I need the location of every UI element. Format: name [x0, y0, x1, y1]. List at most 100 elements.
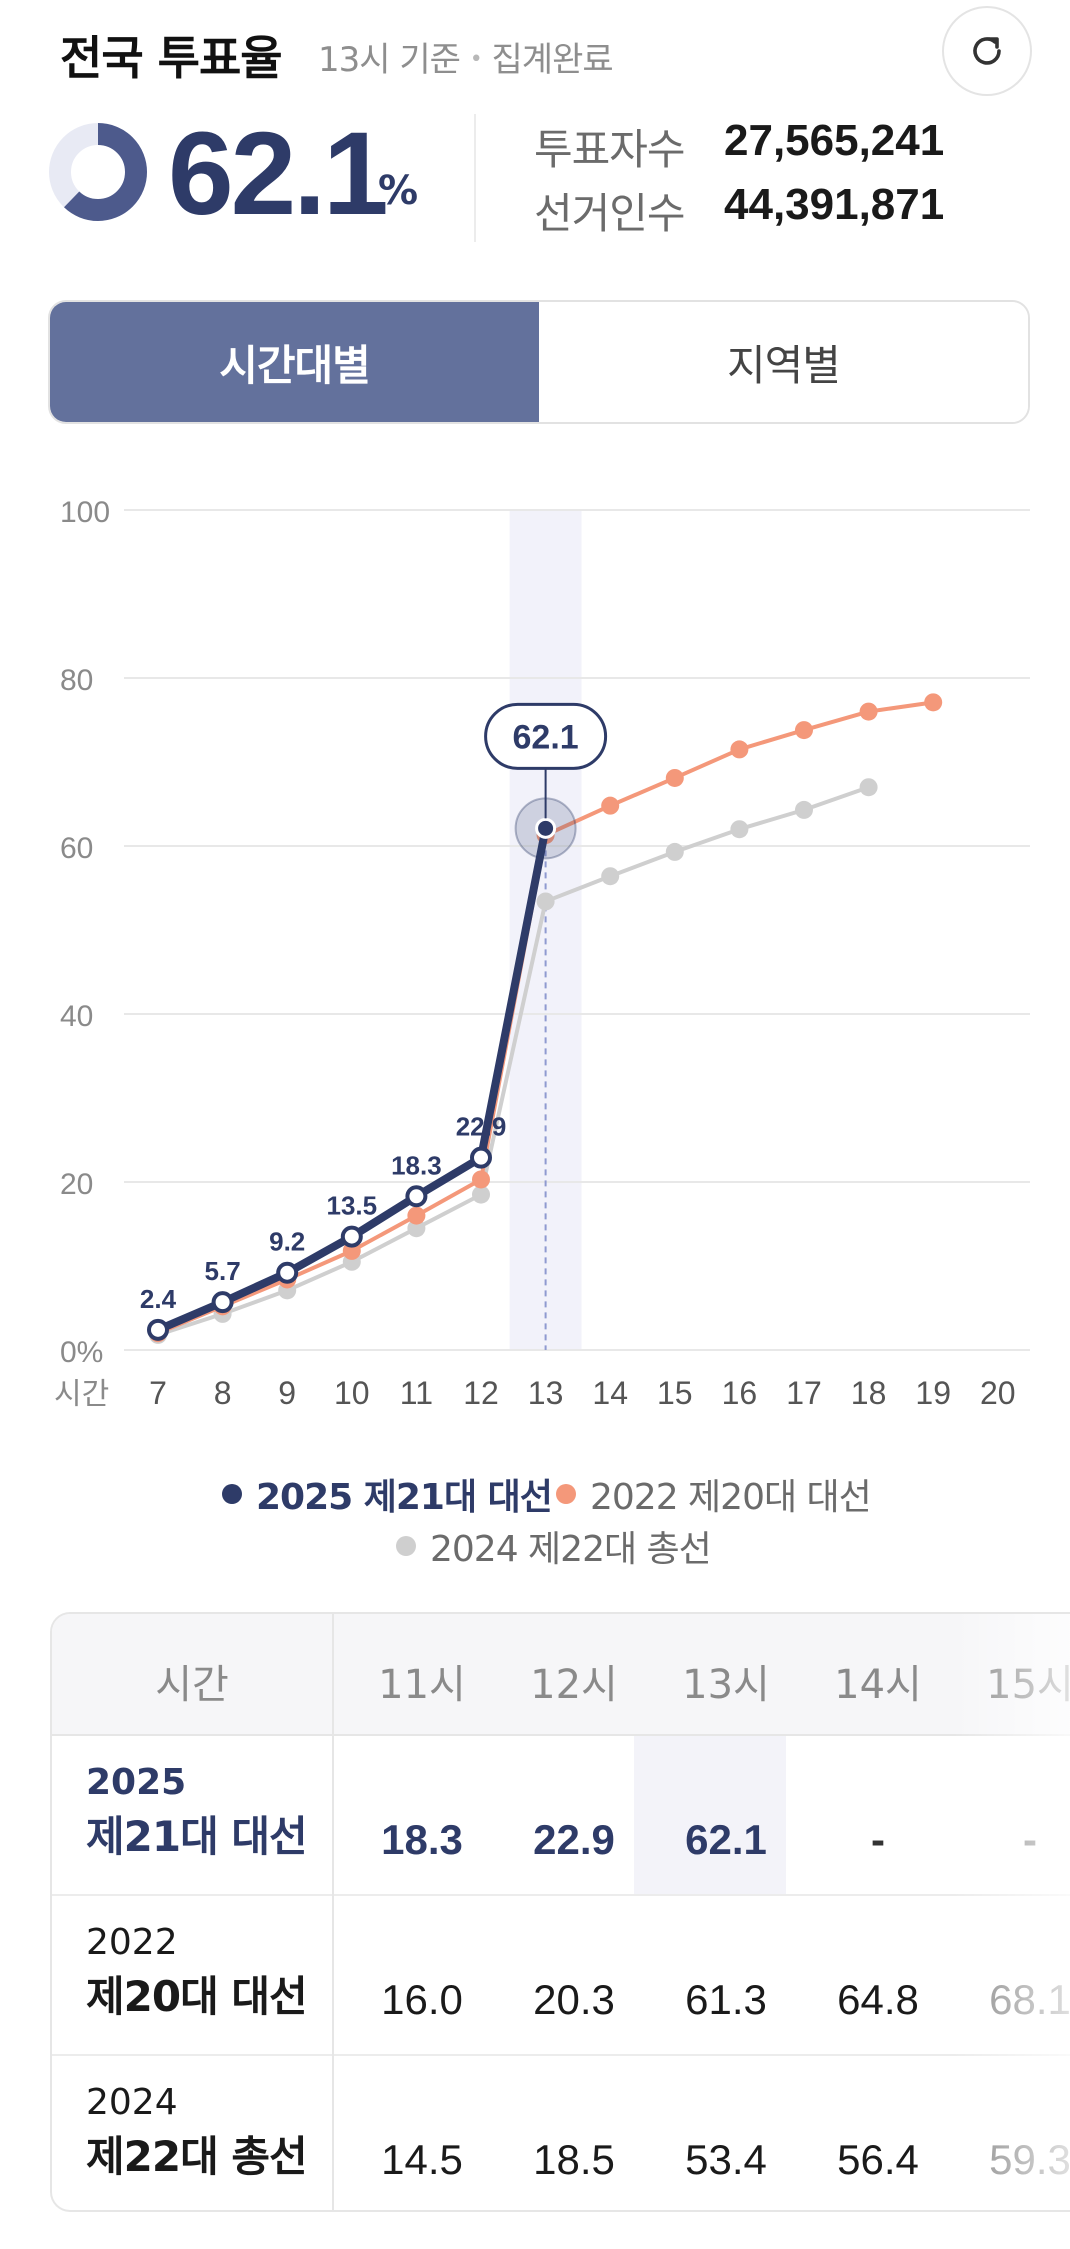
data-label: 13.5: [326, 1191, 377, 1221]
turnout-rate: 62.1: [168, 108, 389, 240]
data-label: 18.3: [391, 1150, 442, 1180]
table-header-cell: 12시: [530, 1662, 618, 1708]
page-title: 전국 투표율: [60, 31, 283, 85]
table-cell: 18.5: [533, 2136, 615, 2183]
table-cell: 59.3: [989, 2136, 1070, 2183]
data-point: [211, 1291, 234, 1314]
turnout-donut: [49, 123, 147, 221]
view-tabs: 시간대별 지역별: [48, 300, 1030, 424]
legend-item-2022: 2022 제20대 대선: [556, 1468, 872, 1520]
table-cell: 68.1: [989, 1976, 1070, 2023]
refresh-icon: [973, 37, 1001, 65]
table-cell: 22.9: [533, 1816, 615, 1863]
table-cell: 64.8: [837, 1976, 919, 2023]
tab-by-region[interactable]: 지역별: [539, 302, 1028, 422]
data-point: [859, 702, 878, 721]
table-header-label: 시간: [155, 1662, 229, 1708]
y-tick-label: 20: [60, 1168, 93, 1201]
data-point: [276, 1261, 299, 1284]
data-point: [536, 892, 555, 911]
turnout-summary: 62.1 % 투표자수 27,565,241 선거인수 44,391,871: [0, 108, 1070, 270]
table-cell: 14.5: [381, 2136, 463, 2183]
turnout-rate-unit: %: [378, 168, 419, 214]
data-point: [147, 1318, 169, 1341]
legend-item-2024: 2024 제22대 총선: [396, 1520, 712, 1572]
data-label: 22.9: [456, 1112, 507, 1142]
divider: [474, 114, 476, 242]
row-name: 제20대 대선: [86, 1972, 308, 2021]
x-tick-label: 10: [334, 1375, 370, 1411]
legend-label: 2022 제20대 대선: [590, 1477, 872, 1518]
table-row: 2025 제21대 대선 18.3 22.9 62.1 - -: [52, 1736, 1070, 1894]
data-point: [405, 1185, 428, 1208]
row-year: 2025: [86, 1762, 187, 1803]
table-header-cell: 13시: [682, 1662, 770, 1708]
data-label: 2.4: [140, 1284, 177, 1314]
x-tick-label: 14: [592, 1375, 628, 1411]
table-cell: -: [871, 1816, 885, 1863]
table-header-cell: 15시: [986, 1662, 1070, 1708]
data-point: [665, 768, 684, 787]
refresh-button[interactable]: [942, 6, 1032, 96]
table-cell: 16.0: [381, 1976, 463, 2023]
table-header-cell: 14시: [834, 1662, 922, 1708]
legend-dot-icon: [556, 1484, 576, 1504]
x-tick-label: 18: [851, 1375, 887, 1411]
separator-dot-icon: •: [469, 47, 483, 72]
status-text: 집계완료: [491, 40, 614, 80]
row-label: 2024 제22대 총선: [86, 2082, 308, 2184]
data-point: [730, 820, 749, 839]
x-tick-label: 8: [214, 1375, 232, 1411]
data-point: [665, 842, 684, 861]
highlight-column: [634, 1736, 786, 1894]
table-row: 2024 제22대 총선 14.5 18.5 53.4 56.4 59.3: [52, 2054, 1070, 2210]
table-cell: 56.4: [837, 2136, 919, 2183]
callout-bubble: [484, 702, 608, 770]
data-label: 5.7: [205, 1256, 241, 1286]
table-cell: 53.4: [685, 2136, 767, 2183]
y-tick-label: 0%: [60, 1336, 103, 1369]
data-point: [601, 867, 620, 886]
table-cell: 61.3: [685, 1976, 767, 2023]
data-point: [795, 721, 813, 740]
legend-dot-icon: [222, 1484, 242, 1504]
y-tick-label: 60: [60, 832, 93, 865]
x-tick-label: 20: [980, 1375, 1016, 1411]
data-point: [407, 1219, 426, 1238]
data-point: [340, 1225, 363, 1248]
x-tick-label: 7: [149, 1375, 167, 1411]
turnout-chart: 100 80 60 40 20 0% 시간 7 8 9 10 11 12 13 14 15 16 17 18 19 20…: [0, 470, 1070, 1430]
voters-label: 투표자수: [534, 125, 686, 174]
header: 전국 투표율 13시 기준 • 집계완료: [0, 0, 1070, 110]
data-point: [407, 1206, 426, 1225]
callout-label: 62.1: [513, 718, 579, 756]
series-line-2: [156, 785, 871, 1337]
x-tick-label: 19: [915, 1375, 951, 1411]
table-cell: -: [1023, 1816, 1037, 1863]
x-unit-label: 시간: [54, 1377, 109, 1412]
electorate-value: 44,391,871: [724, 180, 945, 229]
table-column-divider: [332, 1614, 334, 2210]
row-name: 제22대 총선: [86, 2132, 308, 2181]
electorate-label: 선거인수: [534, 189, 686, 238]
table-header-row: 시간 11시 12시 13시 14시 15시: [52, 1614, 1070, 1736]
legend-item-2025: 2025 제21대 대선: [222, 1468, 553, 1520]
row-year: 2024: [86, 2082, 178, 2123]
legend-label: 2025 제21대 대선: [256, 1477, 553, 1518]
tab-by-time[interactable]: 시간대별: [50, 302, 539, 422]
time-basis-text: 13시 기준: [318, 40, 461, 80]
table-row: 2022 제20대 대선 16.0 20.3 61.3 64.8 68.1: [52, 1894, 1070, 2052]
row-label: 2025 제21대 대선: [86, 1762, 308, 1864]
data-point: [859, 778, 878, 797]
row-label: 2022 제20대 대선: [86, 1922, 308, 2024]
row-year: 2022: [86, 1922, 178, 1963]
legend-dot-icon: [396, 1536, 416, 1556]
data-point: [924, 693, 943, 712]
x-tick-label: 13: [528, 1375, 564, 1411]
data-point: [730, 740, 749, 759]
y-tick-label: 100: [60, 496, 110, 529]
turnout-table: 시간 11시 12시 13시 14시 15시 2025 제21대 대선 18.3…: [50, 1612, 1070, 2212]
data-point: [472, 1170, 490, 1189]
x-tick-label: 15: [657, 1375, 693, 1411]
y-tick-label: 80: [60, 664, 93, 697]
